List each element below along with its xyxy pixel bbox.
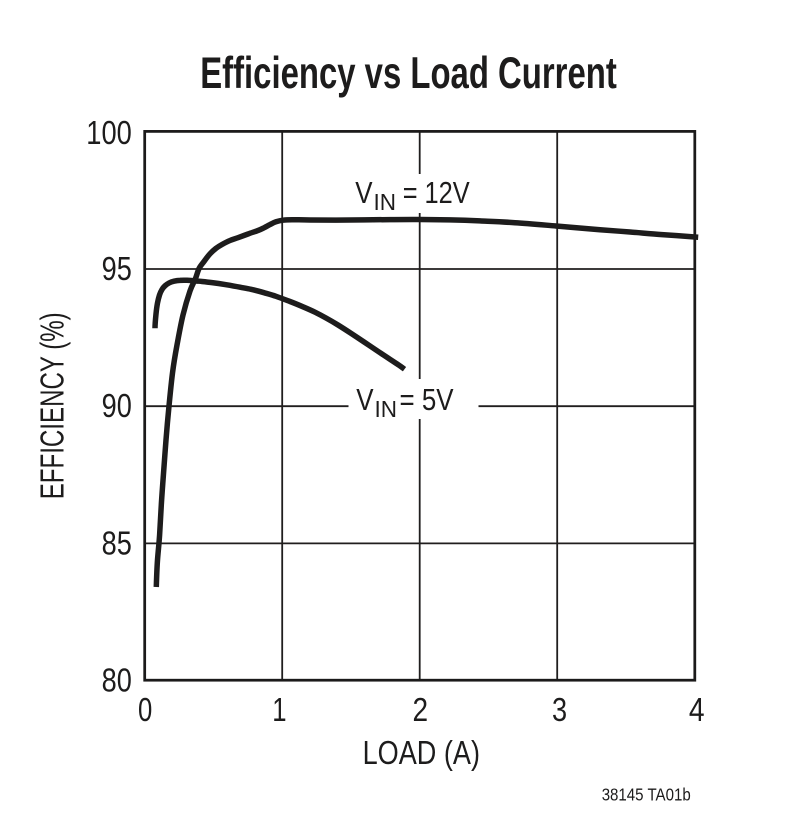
svg-text:V: V [355,175,373,210]
svg-text:= 12V: = 12V [403,175,470,210]
svg-text:3: 3 [552,692,567,729]
svg-text:95: 95 [102,251,132,288]
svg-text:85: 85 [102,525,132,562]
svg-text:IN: IN [374,189,397,215]
svg-text:80: 80 [102,663,132,700]
svg-text:0: 0 [138,692,152,729]
svg-text:2: 2 [413,692,429,729]
svg-text:IN: IN [375,396,398,422]
svg-text:1: 1 [272,692,286,729]
svg-text:100: 100 [86,115,132,152]
svg-text:= 5V: = 5V [400,382,454,417]
svg-text:V: V [356,382,374,417]
svg-text:EFFICIENCY (%): EFFICIENCY (%) [34,312,71,499]
svg-text:Efficiency vs Load Current: Efficiency vs Load Current [200,49,617,98]
svg-text:LOAD (A): LOAD (A) [363,735,480,772]
svg-text:4: 4 [689,692,705,729]
svg-text:90: 90 [102,388,132,425]
svg-text:38145 TA01b: 38145 TA01b [602,785,691,805]
